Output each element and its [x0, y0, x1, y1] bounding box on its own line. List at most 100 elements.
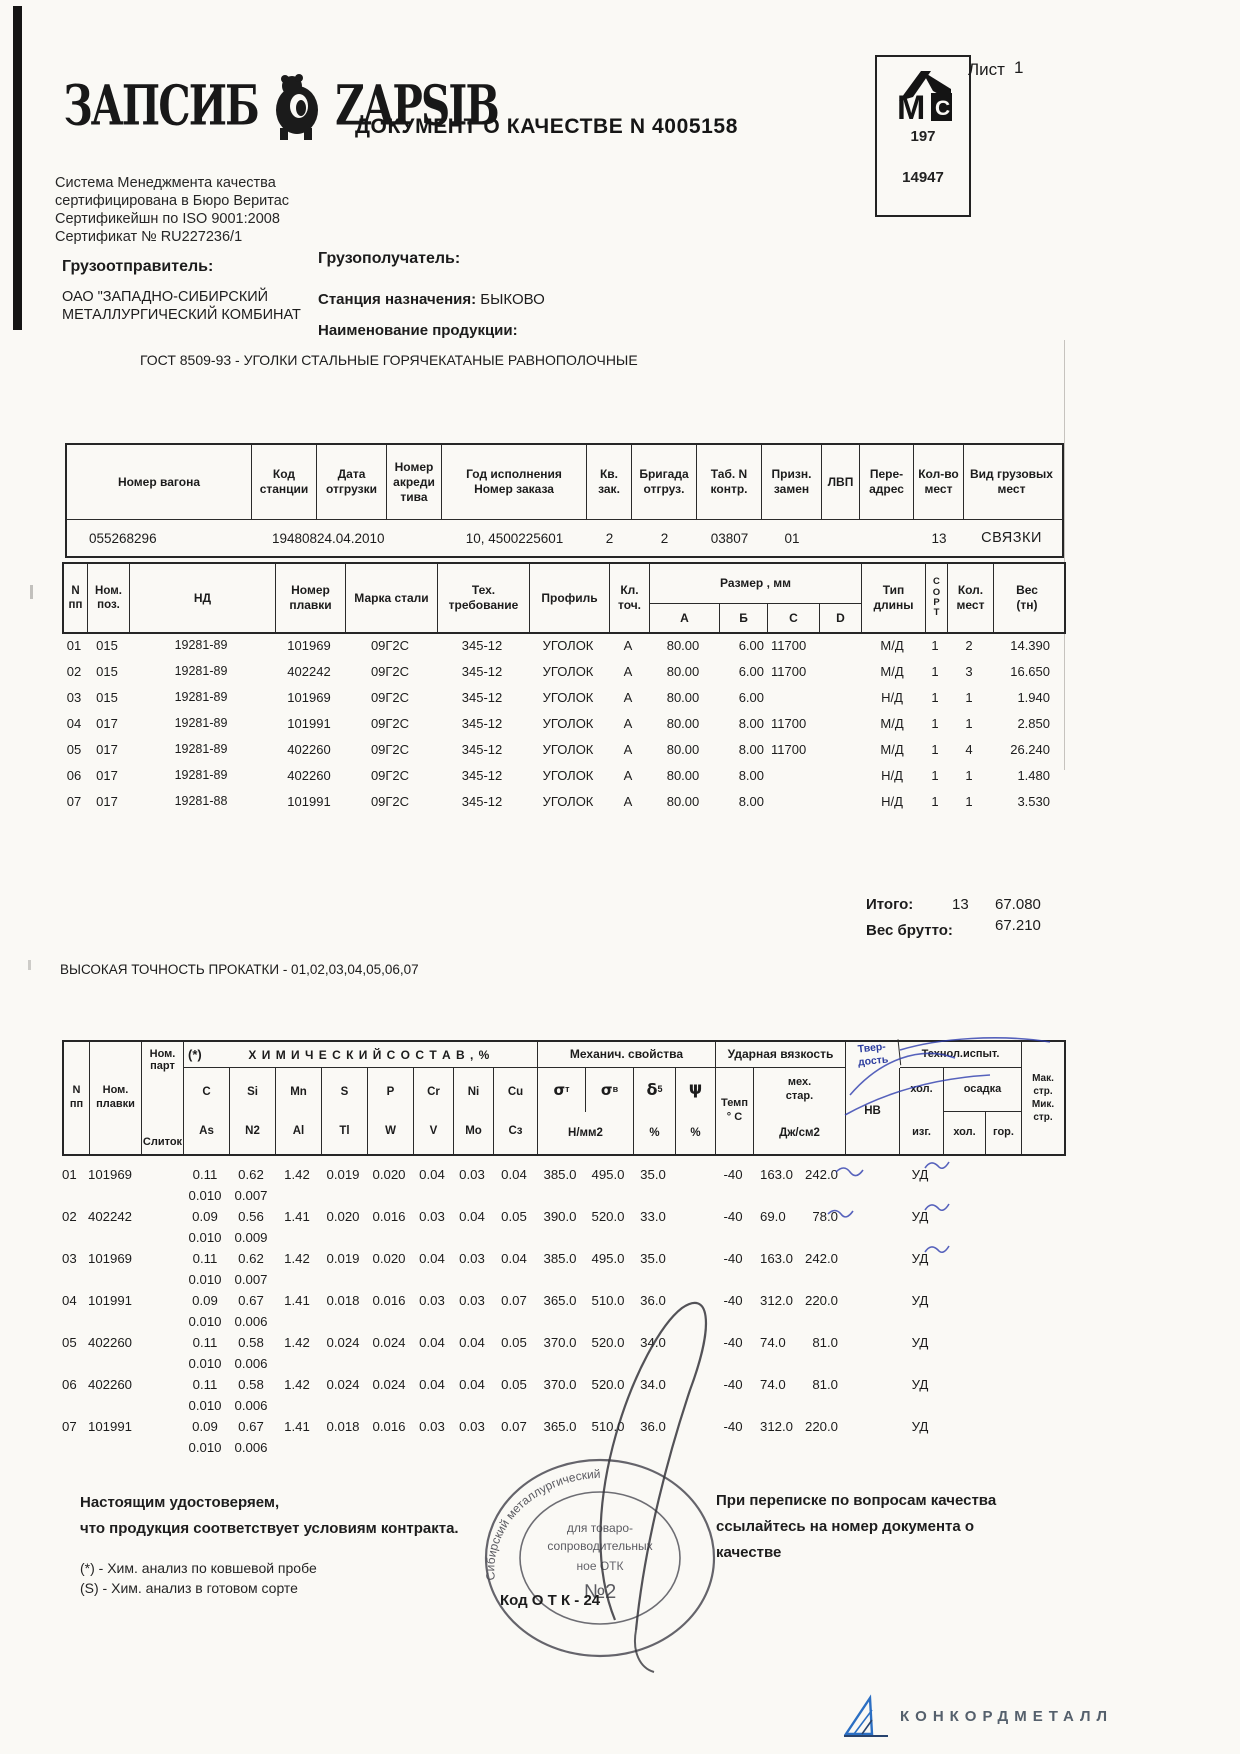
impact-group-title: Ударная вязкость [716, 1042, 846, 1068]
chem-sub-value: 0.006 [234, 1440, 268, 1455]
chem-sub-value: 0.010 [188, 1272, 222, 1287]
chem-value: 35.0 [640, 1251, 666, 1266]
gross-label: Вес брутто: [866, 922, 953, 939]
product-row: 05 017 19281-89 402260 09Г2С 345-12 УГОЛОК А 80.… [66, 741, 1050, 757]
chem-value: 0.05 [501, 1377, 527, 1392]
chem-table-rows: 01 101969 0.11 0.62 1.42 0.019 0.020 0.04 0.03 0.… [62, 1164, 1062, 1458]
cargo-kind: СВЯЗКИ [981, 530, 1042, 546]
otk-round-stamp: Сибирский металлургический для товаро- с… [483, 1301, 716, 1673]
ms-quality-mark: М С 197 14947 [875, 55, 971, 217]
certification-line: Сертификейшн по ISO 9001:2008 [55, 211, 280, 227]
chem-value: -40 [723, 1293, 743, 1308]
sheet-label: Лист [968, 60, 1005, 79]
product-row: 06 017 19281-89 402260 09Г2С 345-12 УГОЛОК А 80.… [66, 767, 1050, 783]
chem-value: 390.0 [543, 1209, 577, 1224]
impact-aging-header: мех. стар. [754, 1068, 846, 1112]
scan-edge-line [1064, 340, 1065, 770]
chem-sub-value: 0.010 [188, 1188, 222, 1203]
sheet-number: 1 [1014, 58, 1024, 77]
chem-value: 0.04 [459, 1335, 485, 1350]
chem-value: УД [911, 1335, 929, 1350]
svg-text:М: М [897, 89, 925, 123]
chem-value: 101991 [88, 1419, 133, 1434]
chem-row: 02 402242 0.09 0.56 1.41 0.020 0.016 0.03 0.04 0.… [62, 1206, 1062, 1248]
station-code: 194808 [271, 530, 317, 546]
upset-hot-header: гор. [986, 1112, 1022, 1154]
chem-value: УД [911, 1377, 929, 1392]
note-ladle: (*) - Хим. анализ по ковшевой пробе [80, 1560, 317, 1576]
product-header-size: Размер , мм [650, 564, 862, 604]
chem-value: 03 [62, 1251, 77, 1266]
chem-value: 0.016 [372, 1293, 406, 1308]
chem-value: 0.03 [419, 1209, 445, 1224]
ms-logo-icon: М С [897, 71, 952, 127]
chem-value: 0.62 [238, 1251, 264, 1266]
chem-value: 365.0 [543, 1293, 577, 1308]
certify-text: Настоящим удостоверяем, что продукция со… [80, 1490, 459, 1542]
bear-logo-icon [276, 74, 319, 140]
chem-value: 0.03 [459, 1251, 485, 1266]
chem-element-col: Si N2 [230, 1068, 276, 1154]
chem-value: 312.0 [760, 1293, 794, 1308]
product-table-rows: 01 015 19281-89 101969 09Г2С 345-12 УГОЛОК А 80.… [62, 632, 1062, 814]
chem-value: 0.05 [501, 1335, 527, 1350]
konkord-logo-icon [843, 1694, 888, 1737]
chem-value: 0.04 [501, 1251, 527, 1266]
chem-value: -40 [723, 1377, 743, 1392]
consignee-label: Грузополучатель: [318, 250, 461, 267]
chem-element-col: Cr V [414, 1068, 454, 1154]
chem-value: 163.0 [760, 1167, 794, 1182]
chem-value: 1.42 [284, 1377, 310, 1392]
chem-value: 05 [62, 1335, 77, 1350]
wagon-table-row: 055268296 194808 24.04.2010 10, 4500225601 2… [67, 519, 1062, 556]
chem-value: 163.0 [760, 1251, 794, 1266]
wagon-header-cell: Номер вагона [67, 445, 252, 519]
wagon-header-cell: Бригада отгруз. [632, 445, 697, 519]
chem-value: 101969 [88, 1167, 133, 1182]
product-header-steel: Марка стали [346, 564, 438, 632]
product-header-places: Кол. мест [948, 564, 994, 632]
contact-note: При переписке по вопросам качества ссыла… [716, 1488, 996, 1566]
chem-value: 101969 [88, 1251, 133, 1266]
delta5-units: % [634, 1112, 676, 1154]
chem-value: 402260 [88, 1335, 133, 1350]
chem-value: 0.024 [326, 1335, 360, 1350]
wagon-header-cell: Код станции [252, 445, 317, 519]
chem-element-col: C Аs [184, 1068, 230, 1154]
chem-value: 0.019 [326, 1167, 360, 1182]
chem-value: 0.03 [459, 1167, 485, 1182]
certification-text: Система Менеджмента качества сертифициро… [55, 174, 289, 246]
certify-line: Настоящим удостоверяем, [80, 1494, 280, 1511]
blue-ink-marks [827, 1037, 1051, 1254]
chem-row: 05 402260 0.11 0.58 1.42 0.024 0.024 0.04 0.04 0.… [62, 1332, 1062, 1374]
certify-line: что продукция соответствует условиям кон… [80, 1520, 459, 1537]
product-header-n: N пп [64, 564, 88, 632]
chem-value: 0.04 [419, 1335, 445, 1350]
chem-value: 0.67 [238, 1419, 264, 1434]
chem-value: 385.0 [543, 1251, 577, 1266]
mech-group-title: Механич. свойства [538, 1042, 716, 1068]
ms-number-bottom: 14947 [902, 169, 944, 186]
chem-table: N пп Ном. плавки Ном. парт Слиток (*) Х … [62, 1039, 1066, 1156]
wagon-header-cell: Кв. зак. [587, 445, 632, 519]
chem-value: 0.018 [326, 1419, 360, 1434]
tech-group-title: Технол.испыт. [900, 1042, 1022, 1068]
product-header-len: Тип длины [862, 564, 926, 632]
chem-value: 07 [62, 1419, 77, 1434]
chem-sub-value: 0.006 [234, 1356, 268, 1371]
order-number: 10, 4500225601 [465, 530, 564, 546]
chem-value: 69.0 [760, 1209, 786, 1224]
scan-speck [28, 960, 31, 970]
chem-value: 0.04 [419, 1167, 445, 1182]
product-header-size-a: А [650, 604, 720, 632]
chem-value: 0.11 [192, 1335, 218, 1350]
chem-value: 81.0 [812, 1335, 838, 1350]
chem-sub-value: 0.010 [188, 1356, 222, 1371]
product-row: 07 017 19281-88 101991 09Г2С 345-12 УГОЛОК А 80.… [66, 793, 1050, 809]
wagon-header-cell: Призн. замен [762, 445, 822, 519]
note-finished: (S) - Хим. анализ в готовом сорте [80, 1580, 298, 1596]
